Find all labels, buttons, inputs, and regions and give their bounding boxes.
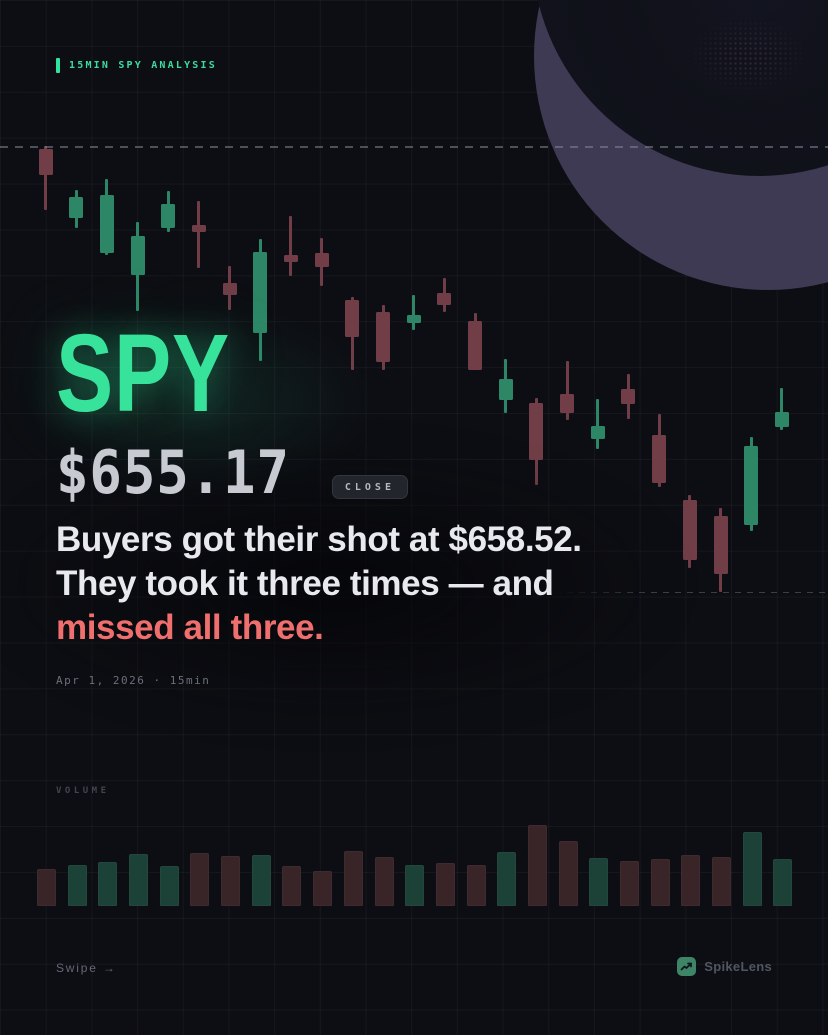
volume-bar [37, 869, 56, 906]
date-line: Apr 1, 2026 · 15min [56, 674, 211, 687]
volume-bar [589, 858, 609, 906]
candle-body [314, 253, 329, 267]
volume-bar [558, 841, 578, 906]
volume-bar [650, 859, 670, 906]
candle-body [130, 235, 145, 276]
tag-label: 15MIN SPY ANALYSIS [69, 60, 217, 71]
volume-bar [527, 825, 547, 906]
candle-body [590, 426, 605, 439]
volume-bar [374, 857, 394, 906]
price-row: $655.17 CLOSE [56, 443, 408, 503]
candle-body [406, 315, 421, 323]
candle-body [437, 292, 452, 305]
candle-wick [44, 146, 47, 211]
candle-body [376, 311, 390, 362]
close-badge: CLOSE [331, 475, 408, 499]
volume-bar [313, 871, 333, 906]
candle-body [498, 379, 513, 400]
candle-body [560, 393, 575, 413]
volume-bar [251, 855, 271, 906]
candle-body [99, 195, 114, 254]
volume-bar [282, 866, 302, 906]
candle-body [468, 320, 482, 370]
candle-body [744, 446, 759, 526]
ticker-symbol: SPY [56, 312, 231, 435]
volume-bar [497, 852, 517, 906]
candle-body [161, 204, 176, 228]
moon-dot-texture [688, 16, 808, 94]
volume-bar [712, 857, 731, 906]
volume-bar [221, 856, 241, 906]
volume-label: VOLUME [56, 786, 110, 796]
candle-body [69, 196, 84, 219]
close-price: $655.17 [56, 438, 290, 508]
candle-wick [412, 295, 416, 331]
level-line-652.9 [555, 592, 828, 594]
candle-wick [197, 200, 201, 269]
volume-bar [67, 865, 87, 906]
level-line-658.52 [0, 146, 828, 148]
brand-name: SpikeLens [704, 959, 772, 974]
volume-bar [129, 854, 148, 906]
volume-bar [742, 832, 762, 906]
volume-bar [773, 859, 793, 906]
volume-bar [435, 863, 455, 906]
candle-wick [565, 361, 569, 420]
headline-line1: Buyers got their shot at $658.52. [56, 520, 582, 559]
brand-lockup: SpikeLens [677, 957, 772, 976]
candle-body [345, 300, 360, 338]
volume-bar [619, 861, 639, 906]
candle-wick [596, 399, 600, 450]
candle-body [222, 283, 237, 296]
candle-wick [780, 388, 784, 431]
candle-body [191, 225, 206, 232]
candle-body [774, 412, 789, 428]
candle-body [621, 389, 636, 405]
analysis-tag: 15MIN SPY ANALYSIS [56, 58, 217, 73]
spikelens-logo-icon [677, 957, 697, 976]
headline-line3: missed all three. [56, 608, 324, 647]
volume-bar [405, 865, 425, 906]
candle-wick [289, 215, 293, 277]
headline: Buyers got their shot at $658.52. They t… [56, 518, 716, 650]
candle-body [38, 149, 53, 176]
volume-bar [681, 855, 701, 906]
candle-body [253, 252, 268, 334]
swipe-hint[interactable]: Swipe → [56, 961, 117, 975]
candle-body [283, 254, 298, 262]
trend-line-icon [680, 962, 693, 971]
volume-bar [343, 851, 363, 906]
candle-body [652, 435, 667, 484]
volume-bar [466, 865, 486, 906]
volume-bar [190, 853, 210, 906]
headline-line2: They took it three times — and [56, 564, 554, 603]
volume-bar [98, 862, 118, 906]
tag-accent-bar [56, 58, 60, 73]
volume-bar [159, 866, 179, 906]
